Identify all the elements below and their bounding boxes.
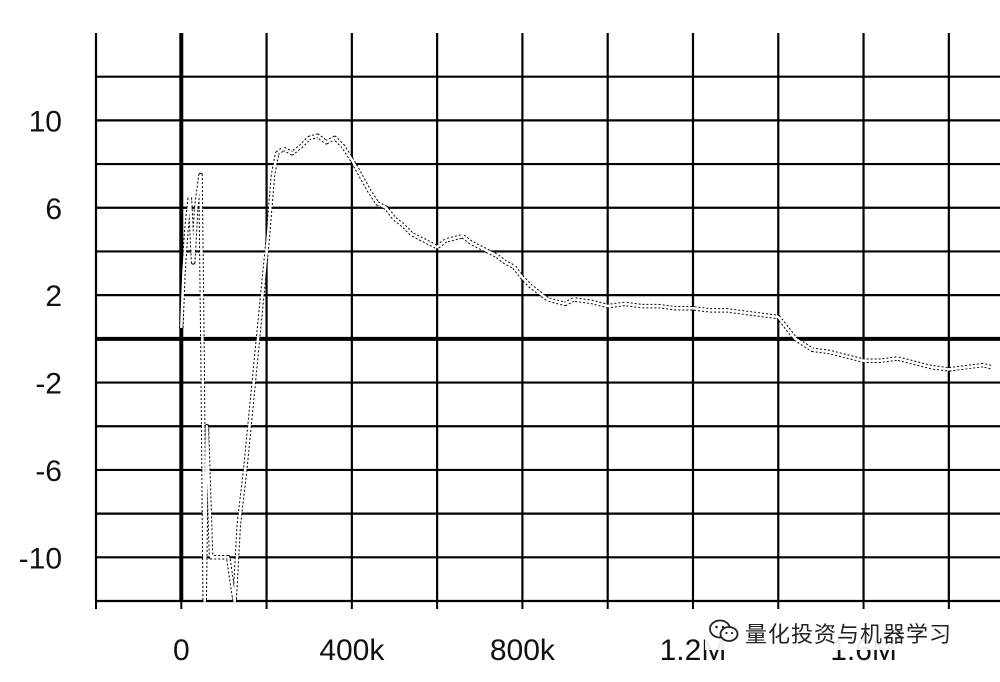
x-tick-label: 400k (319, 634, 385, 667)
watermark: 量化投资与机器学习 (705, 616, 957, 650)
y-tick-label: -10 (19, 542, 62, 575)
x-tick-label: 0 (173, 634, 190, 667)
gridlines (94, 33, 1000, 609)
x-tick-label: 800k (490, 634, 556, 667)
y-tick-label: -2 (35, 368, 62, 401)
y-tick-label: 10 (29, 105, 62, 138)
y-tick-label: 6 (45, 193, 62, 226)
series-layer (179, 133, 993, 604)
series-line (180, 134, 992, 603)
y-tick-label: -6 (35, 455, 62, 488)
watermark-text: 量化投资与机器学习 (745, 623, 953, 648)
wechat-icon (709, 618, 739, 649)
y-tick-label: 2 (45, 280, 62, 313)
